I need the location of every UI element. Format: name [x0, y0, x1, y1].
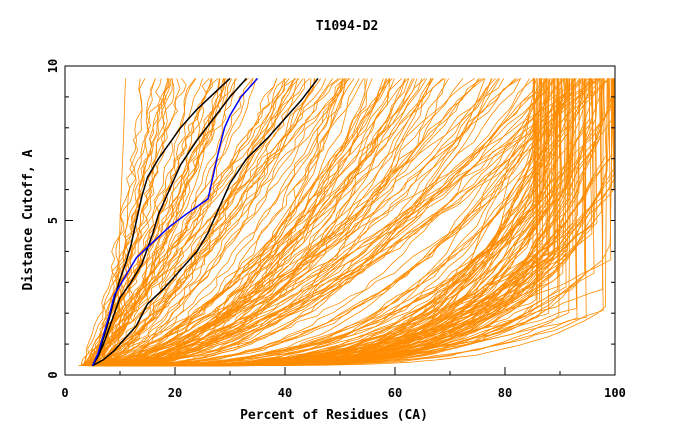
bulk-series-group — [78, 78, 615, 367]
model-series-line — [102, 78, 175, 366]
x-tick-label: 40 — [278, 386, 292, 400]
model-series-line — [99, 78, 565, 367]
model-series-line — [110, 78, 518, 367]
highlight-series-black — [92, 77, 319, 367]
model-series-line — [99, 78, 315, 367]
model-series-line — [96, 78, 432, 367]
model-series-line — [98, 78, 146, 366]
model-series-line — [81, 78, 287, 367]
model-series-line — [97, 78, 172, 366]
model-series-line — [98, 78, 423, 367]
y-tick-label: 5 — [46, 217, 60, 224]
model-series-line — [91, 78, 483, 367]
model-series-line — [102, 78, 187, 366]
model-series-line — [110, 78, 501, 367]
model-series-line — [92, 78, 599, 367]
model-series-line — [90, 78, 591, 367]
highlight-series-black — [91, 77, 248, 367]
model-series-line — [111, 78, 346, 367]
highlight-series-black — [91, 77, 231, 367]
model-series-line — [117, 78, 126, 314]
highlighted-series-group — [91, 77, 319, 367]
model-series-line — [87, 78, 387, 367]
model-series-line — [90, 78, 345, 367]
chart-title: T1094-D2 — [316, 19, 379, 34]
model-series-line — [80, 78, 170, 366]
model-series-line — [120, 78, 450, 367]
x-tick-label: 100 — [604, 386, 626, 400]
model-series-line — [108, 78, 572, 367]
y-tick-label: 0 — [46, 371, 60, 378]
model-series-line — [84, 78, 219, 366]
model-series-line — [102, 78, 493, 367]
model-series-line — [92, 78, 609, 367]
x-tick-label: 80 — [498, 386, 512, 400]
model-series-line — [97, 78, 310, 366]
model-series-line — [93, 78, 522, 367]
y-tick-label: 10 — [46, 59, 60, 73]
y-axis-label: Distance Cutoff, A — [21, 149, 36, 290]
model-series-line — [95, 78, 156, 367]
model-series-line — [94, 78, 409, 367]
model-series-line — [95, 78, 322, 367]
model-series-line — [101, 78, 312, 367]
model-series-line — [97, 78, 306, 367]
model-series-line — [82, 78, 297, 366]
model-series-line — [111, 78, 355, 367]
model-series-line — [92, 78, 298, 367]
model-series-line — [91, 78, 220, 367]
model-series-line — [116, 78, 562, 367]
model-series-line — [98, 78, 612, 367]
model-series-line — [82, 78, 300, 366]
model-series-line — [90, 78, 344, 367]
tick-group: 0 20 40 60 80 100 0 5 10 — [46, 59, 626, 400]
x-tick-label: 60 — [388, 386, 402, 400]
x-tick-label: 0 — [61, 386, 68, 400]
model-series-line — [84, 78, 554, 367]
model-series-line — [109, 78, 443, 367]
model-series-line — [84, 78, 611, 367]
highlight-series-blue — [91, 77, 259, 367]
model-series-line — [111, 78, 402, 367]
x-tick-label: 20 — [168, 386, 182, 400]
x-axis-label: Percent of Residues (CA) — [240, 408, 428, 423]
